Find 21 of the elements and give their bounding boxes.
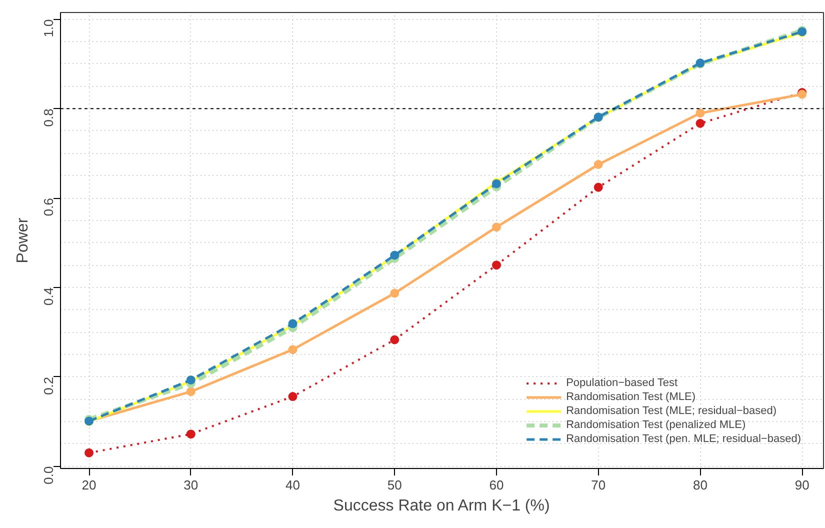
legend-label: Randomisation Test (pen. MLE; residual−based) xyxy=(566,432,801,446)
y-tick-label: 0.0 xyxy=(41,466,56,484)
y-tick-label: 0.4 xyxy=(41,287,56,306)
x-axis-title: Success Rate on Arm K−1 (%) xyxy=(333,498,550,514)
x-tick-label: 20 xyxy=(82,478,96,492)
x-tick-label: 70 xyxy=(591,478,606,492)
y-tick-label: 0.2 xyxy=(41,376,56,395)
legend-label: Randomisation Test (penalized MLE) xyxy=(566,418,746,432)
y-tick-label: 0.8 xyxy=(41,108,56,127)
y-axis-title: Power xyxy=(14,217,32,264)
x-tick-label: 50 xyxy=(387,478,402,492)
x-tick-label: 40 xyxy=(286,478,300,492)
y-tick-label: 1.0 xyxy=(41,19,56,38)
x-tick-label: 60 xyxy=(489,478,504,492)
legend-label: Population−based Test xyxy=(566,376,678,390)
x-tick-label: 80 xyxy=(693,478,708,492)
x-tick-label: 90 xyxy=(794,478,810,492)
legend-label: Randomisation Test (MLE) xyxy=(566,390,696,404)
x-tick-label: 30 xyxy=(184,478,198,492)
y-tick-label: 0.6 xyxy=(41,198,56,216)
legend-label: Randomisation Test (MLE; residual−based) xyxy=(566,404,777,418)
